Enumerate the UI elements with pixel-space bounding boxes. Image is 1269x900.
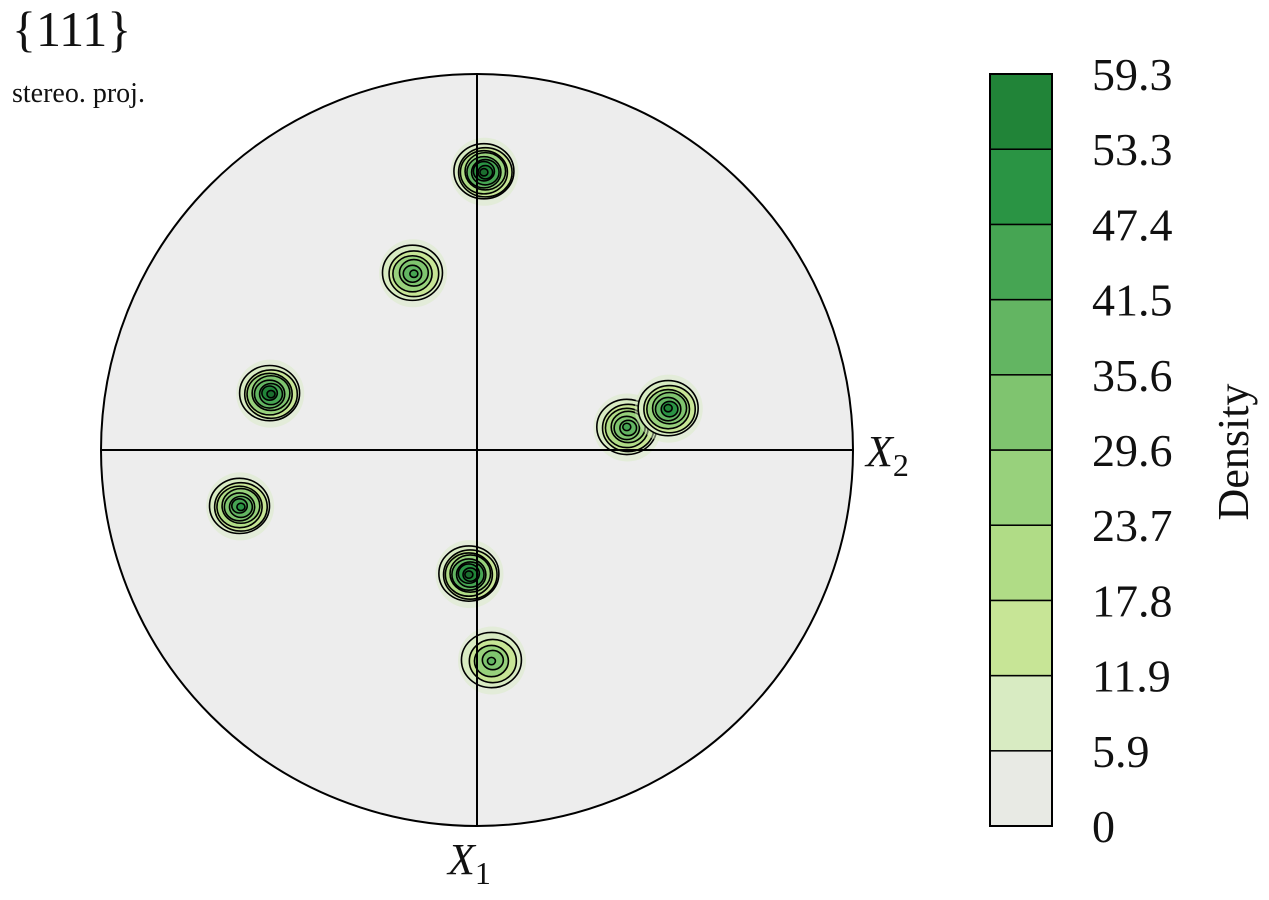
colorbar-tick-label: 11.9 (1092, 651, 1171, 702)
colorbar-segment (989, 599, 1053, 677)
colorbar-tick-label: 23.7 (1092, 500, 1173, 551)
pole-spot (435, 540, 504, 609)
x1-axis-subscript: 1 (475, 855, 491, 891)
colorbar-segment (989, 374, 1053, 451)
colorbar-segment (989, 298, 1053, 376)
projection-circle (100, 73, 854, 827)
colorbar-tick-label: 59.3 (1092, 49, 1173, 100)
x2-axis-label: X2 (864, 427, 909, 483)
colorbar-tick-label: 53.3 (1092, 124, 1173, 175)
colorbar-tick-label: 35.6 (1092, 350, 1173, 401)
contour-ring (266, 389, 276, 399)
chart-subtitle: stereo. proj. (12, 78, 145, 109)
colorbar-segment (989, 524, 1053, 602)
colorbar-segment (989, 674, 1053, 752)
contour-ring (236, 502, 246, 512)
colorbar-segment (989, 148, 1053, 226)
contour-ring (409, 269, 419, 279)
pole-spot (458, 626, 527, 695)
pole-spot (206, 472, 275, 541)
colorbar: 0 5.9 11.9 17.8 23.7 29.6 35.6 41.5 47.4 53.3 59.3 (989, 49, 1173, 852)
pole-spot (634, 374, 703, 443)
pole-spot (236, 359, 305, 428)
colorbar-tick-label: 0 (1092, 801, 1115, 852)
colorbar-tick-label: 41.5 (1092, 275, 1173, 326)
colorbar-tick-label: 47.4 (1092, 199, 1173, 250)
pole-density-layer (206, 137, 703, 695)
pole-spot (379, 239, 448, 308)
colorbar-label: Density (1209, 384, 1258, 521)
contour-ring (464, 570, 474, 580)
chart-title: {111} (12, 1, 132, 57)
x1-axis-label: X1 (446, 835, 491, 891)
colorbar-segment (989, 750, 1053, 827)
colorbar-tick-label: 17.8 (1092, 575, 1173, 626)
contour-ring (663, 403, 673, 413)
colorbar-tick-label: 29.6 (1092, 425, 1173, 476)
colorbar-segment (989, 223, 1053, 301)
pole-spot (450, 137, 519, 206)
contour-ring (621, 422, 632, 432)
colorbar-tick-label: 5.9 (1092, 726, 1150, 777)
colorbar-segment (989, 73, 1053, 150)
contour-ring (486, 656, 497, 666)
colorbar-segment (989, 449, 1053, 526)
colorbar-frame (989, 73, 1053, 827)
contour-ring (479, 167, 489, 177)
x2-axis-subscript: 2 (893, 447, 909, 483)
